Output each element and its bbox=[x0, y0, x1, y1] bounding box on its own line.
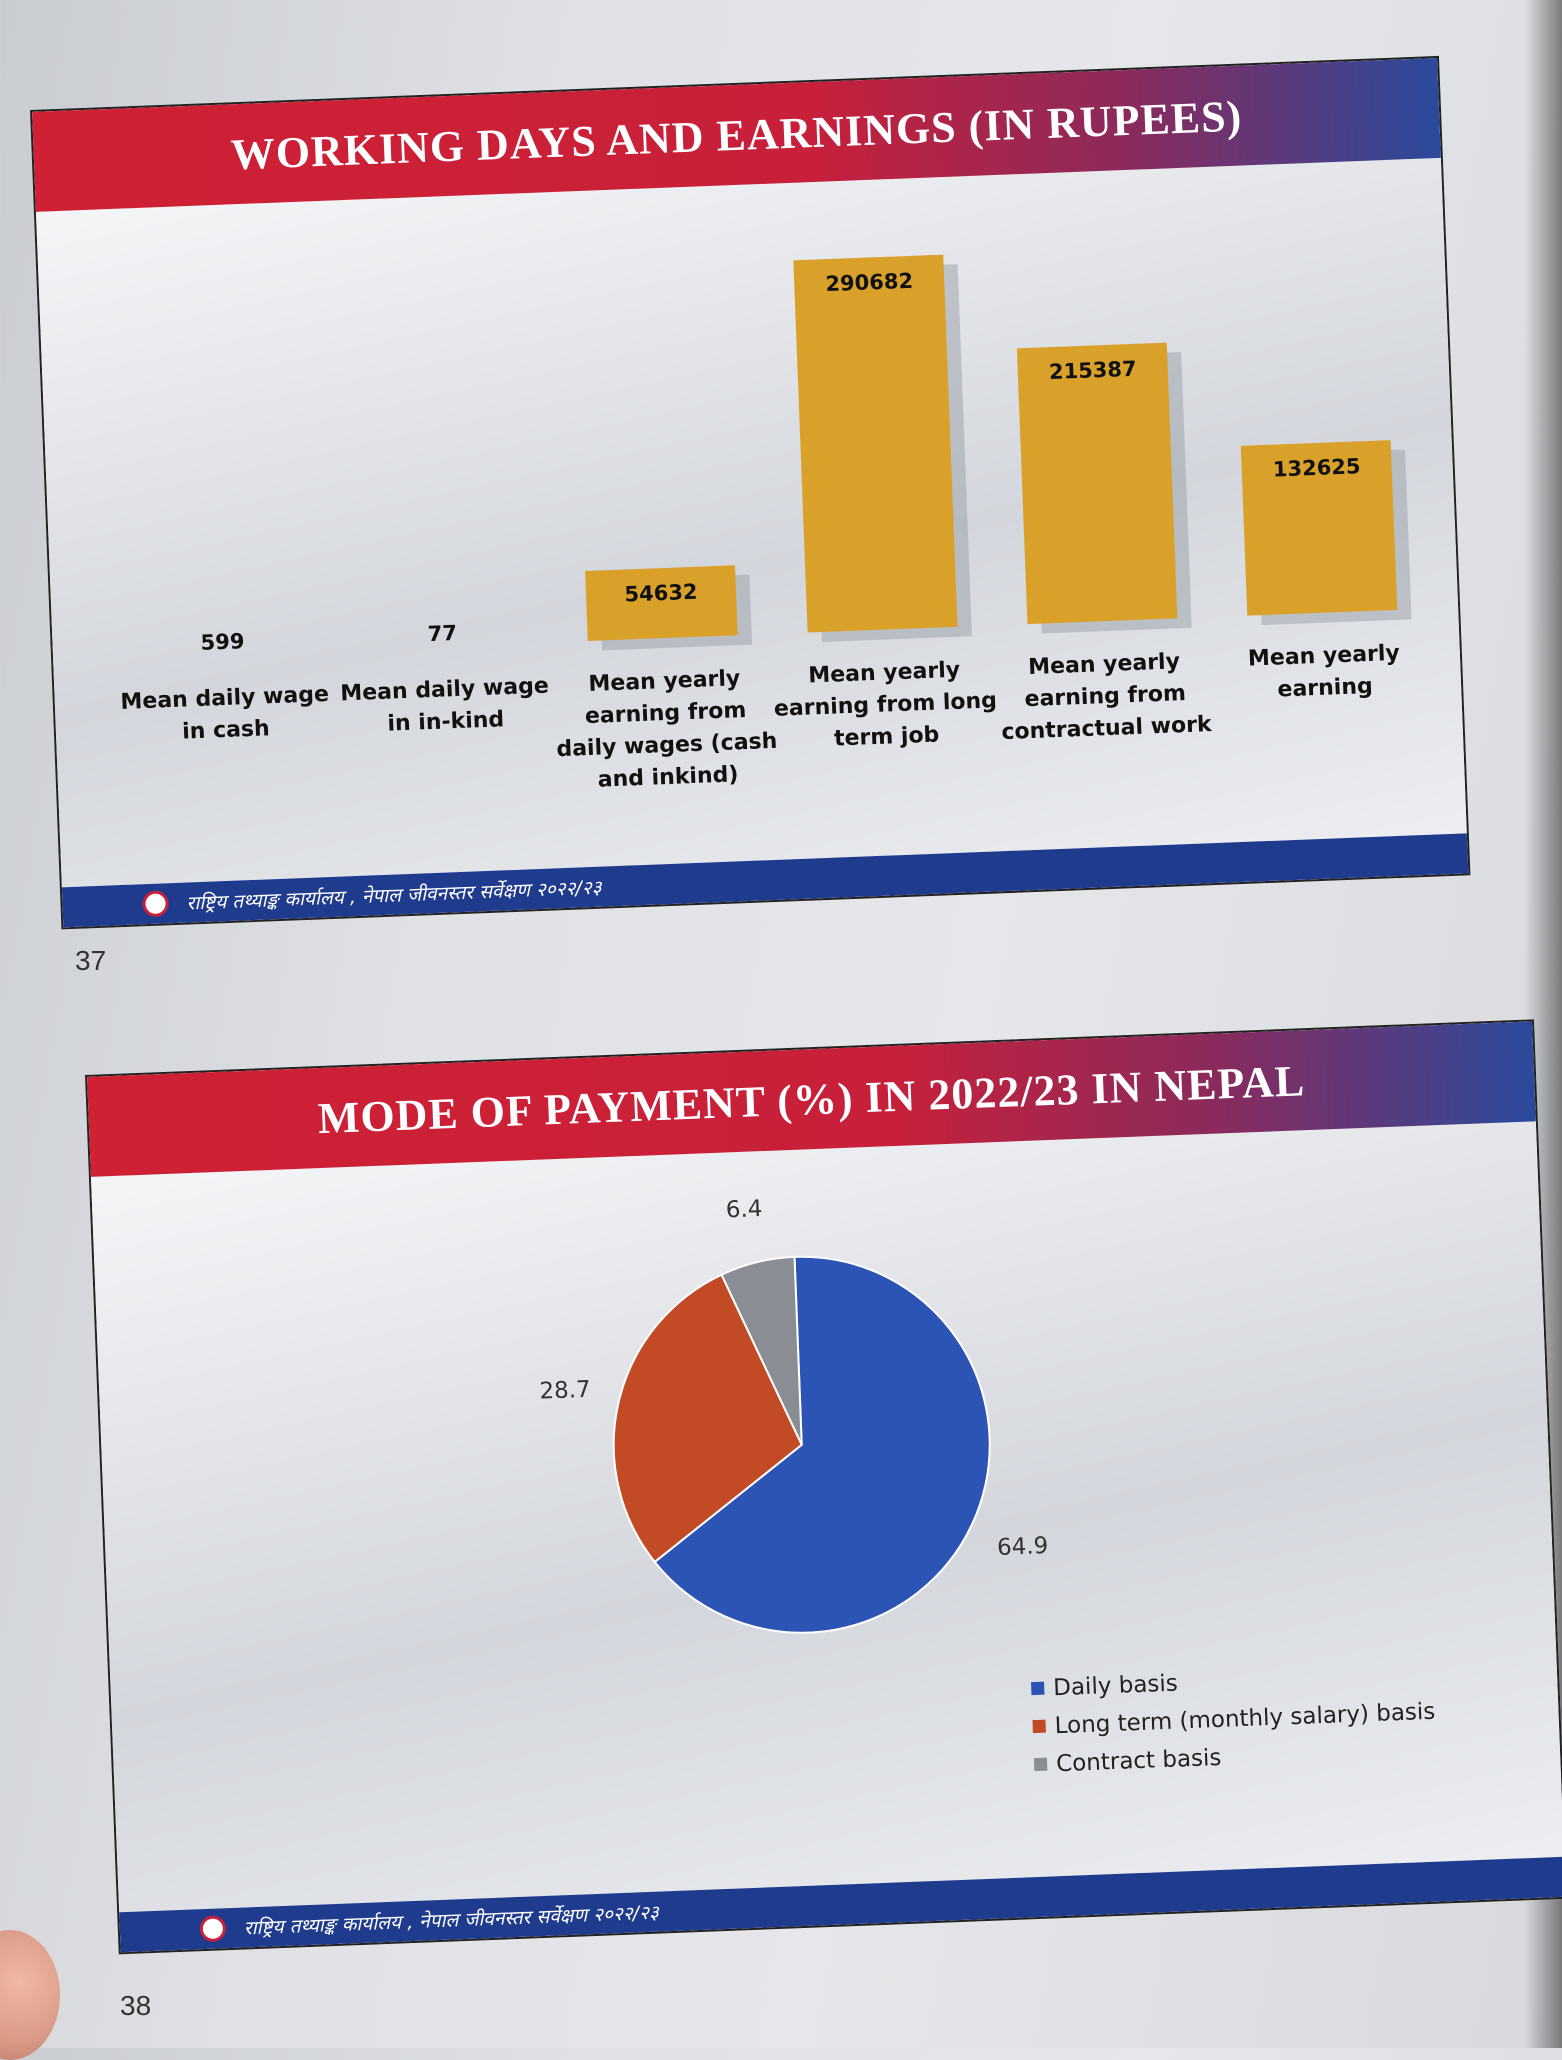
bar-value-label: 77 bbox=[427, 621, 457, 646]
category-label: earning bbox=[1277, 674, 1373, 703]
footer-text: राष्ट्रिय तथ्याङ्क कार्यालय , नेपाल जीवन… bbox=[243, 1901, 660, 1940]
bar-value-label: 215387 bbox=[1049, 357, 1138, 384]
category-label: in cash bbox=[182, 716, 270, 744]
bar bbox=[793, 254, 958, 633]
category-label: daily wages (cash bbox=[556, 729, 778, 762]
emblem-icon bbox=[142, 890, 170, 918]
slice-value-label: 6.4 bbox=[725, 1196, 763, 1223]
emblem-icon bbox=[199, 1915, 227, 1943]
legend-label: Daily basis bbox=[1053, 1671, 1178, 1702]
bar-value-label: 54632 bbox=[624, 580, 698, 607]
slide-mode-of-payment: MODE OF PAYMENT (%) IN 2022/23 IN NEPAL … bbox=[85, 1019, 1562, 1955]
bar bbox=[585, 565, 738, 641]
slide-title: MODE OF PAYMENT (%) IN 2022/23 IN NEPAL bbox=[316, 1055, 1306, 1143]
thumb bbox=[0, 1930, 60, 2060]
pie-slice bbox=[653, 1255, 991, 1634]
bar bbox=[1016, 342, 1178, 625]
legend-swatch bbox=[1032, 1719, 1046, 1734]
bar-value-label: 132625 bbox=[1272, 454, 1361, 481]
category-label: earning from bbox=[585, 698, 747, 729]
category-label: and inkind) bbox=[597, 762, 739, 792]
legend-swatch bbox=[1033, 1757, 1048, 1772]
page-number: 37 bbox=[75, 945, 107, 976]
category-label: earning from bbox=[1024, 681, 1186, 712]
legend-label: Contract basis bbox=[1056, 1745, 1222, 1777]
bar bbox=[1240, 440, 1398, 616]
category-label: earning from long bbox=[774, 688, 998, 722]
category-label: Mean yearly bbox=[1248, 641, 1401, 672]
legend-label: Long term (monthly salary) basis bbox=[1054, 1699, 1436, 1740]
bar-value-label: 290682 bbox=[825, 269, 914, 296]
category-label: in in-kind bbox=[387, 707, 505, 736]
slide-working-days: WORKING DAYS AND EARNINGS (IN RUPEES) 59… bbox=[30, 55, 1471, 930]
category-label: Mean yearly bbox=[588, 666, 741, 697]
category-label: contractual work bbox=[1001, 712, 1213, 745]
bar-value-label: 599 bbox=[200, 629, 245, 655]
category-label: term job bbox=[834, 723, 940, 752]
legend-swatch bbox=[1031, 1681, 1045, 1696]
slide-title: WORKING DAYS AND EARNINGS (IN RUPEES) bbox=[229, 90, 1244, 179]
category-label: Mean daily wage bbox=[120, 682, 329, 715]
page-number: 38 bbox=[120, 1990, 152, 2021]
slice-value-label: 64.9 bbox=[997, 1533, 1049, 1561]
category-label: Mean daily wage bbox=[340, 674, 549, 707]
category-label: Mean yearly bbox=[808, 658, 961, 689]
category-label: Mean yearly bbox=[1028, 649, 1181, 680]
pie-slice bbox=[720, 1255, 803, 1446]
slice-value-label: 28.7 bbox=[539, 1377, 591, 1405]
footer-text: राष्ट्रिय तथ्याङ्क कार्यालय , नेपाल जीवन… bbox=[186, 876, 602, 915]
